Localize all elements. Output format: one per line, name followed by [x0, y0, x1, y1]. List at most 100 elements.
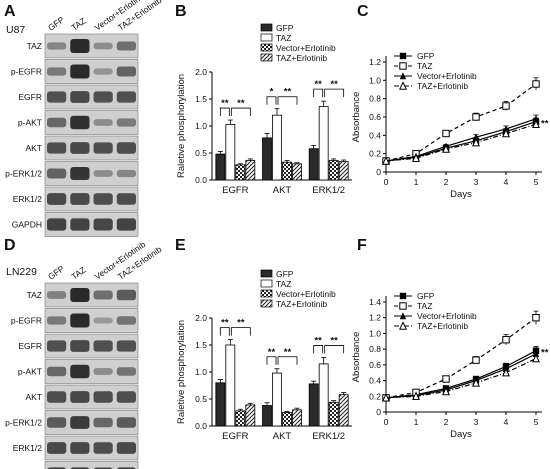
blot-band-erk1-2-gfp: [47, 442, 67, 454]
legend-label-vector-erlotinib: Vector+Erlotinib: [276, 289, 336, 299]
y-tick-label: 0.8: [369, 94, 381, 104]
significance-label: **: [541, 348, 549, 359]
x-tick-label: 4: [504, 417, 509, 427]
blot-band-egfr-gfp: [47, 340, 67, 352]
legend-label-taz-erlotinib: TAZ+Erlotinib: [276, 299, 327, 309]
legend-label-taz-erlotinib: TAZ+Erlotinib: [276, 53, 327, 63]
blot-band-taz-taz: [70, 288, 90, 302]
x-tick-label: 0: [384, 417, 389, 427]
blot-band-akt-vector-erlotinib: [93, 142, 113, 154]
significance-bracket: [324, 88, 345, 98]
y-tick-label: 0.8: [369, 344, 381, 354]
x-tick-label-erk1-2: ERK1/2: [312, 185, 345, 196]
legend-swatch-gfp: [260, 23, 273, 32]
bar-gfp-egfr: [215, 153, 226, 181]
row-label-egfr: EGFR: [18, 341, 42, 351]
bar-gfp-egfr: [215, 382, 226, 427]
x-tick-label: 5: [534, 177, 539, 187]
significance-bracket: [219, 327, 230, 336]
bar-taz-erk1-2: [318, 106, 329, 181]
y-tick-label: 1.5: [195, 94, 207, 104]
y-tick-label: 0.2: [369, 149, 381, 159]
western-blot-a: GFP TAZ Vector+ErlotinibTAZ+ErlotinibTAZp-…: [5, 0, 164, 237]
legend-label-gfp: GFP: [276, 269, 294, 279]
legend-marker-vector-erlotinib: [399, 72, 407, 80]
blot-band-taz-taz: [70, 39, 90, 53]
bar-gfp-erk1-2: [308, 383, 319, 427]
cell-line-label-u87: U87: [6, 24, 25, 36]
blot-band-taz-taz-erlotinib: [116, 41, 136, 51]
blot-band-erk1-2-taz-erlotinib: [116, 442, 136, 454]
x-tick-label-akt: AKT: [273, 185, 292, 196]
legend-label-taz: TAZ: [417, 61, 432, 71]
blot-band-p-erk1-2-gfp: [47, 168, 67, 179]
y-tick-label: 1.2: [369, 313, 381, 323]
data-point-vector-erlotinib: [532, 350, 540, 358]
bar-chart-e: 0.0 0.5 1.0 1.5 2.0 Raletive phosphorylation E…: [176, 269, 352, 442]
blot-band-egfr-gfp: [47, 91, 67, 103]
blot-band-p-egfr-taz-erlotinib: [116, 66, 136, 77]
y-tick-label: 1.0: [369, 75, 381, 85]
panel-letter-e: E: [175, 237, 186, 254]
blot-band-egfr-vector-erlotinib: [93, 91, 113, 103]
blot-band-taz-gfp: [47, 291, 67, 299]
blot-band-akt-taz: [70, 142, 90, 154]
bar-vector-erlotinib-egfr: [235, 410, 246, 427]
blot-band-egfr-taz: [70, 340, 90, 352]
blot-band-p-erk1-2-vector-erlotinib: [93, 417, 113, 428]
significance-label: **: [330, 335, 338, 346]
y-tick-label: 0.6: [369, 112, 381, 122]
blot-band-p-akt-vector-erlotinib: [93, 119, 113, 126]
y-tick-label: 0.0: [195, 175, 207, 185]
panel-letter-b: B: [175, 3, 187, 20]
series-line-gfp: [385, 350, 537, 399]
y-tick-label: 1.0: [195, 121, 207, 131]
lane-label-taz: TAZ: [69, 265, 87, 282]
data-point-taz-erlotinib: [442, 144, 450, 153]
data-point-taz: [532, 314, 540, 322]
row-label-egfr: EGFR: [18, 92, 42, 102]
data-point-taz: [442, 129, 450, 138]
significance-label: **: [330, 79, 338, 90]
significance-label: **: [237, 318, 245, 329]
series-line-taz: [385, 317, 537, 399]
significance-bracket: [219, 107, 230, 117]
y-tick-label: 0.0: [195, 421, 207, 431]
legend-marker-taz: [399, 62, 407, 70]
panel-letter-c: C: [357, 3, 369, 20]
lane-label-gfp: GFP: [46, 263, 66, 281]
bar-vector-erlotinib-egfr: [235, 164, 246, 181]
y-tick-label: 1.0: [369, 328, 381, 338]
bar-gfp-erk1-2: [308, 148, 319, 181]
bar-chart-b: 0.0 0.5 1.0 1.5 2.0 Raletive phosphorylation E…: [176, 23, 352, 196]
row-label-akt: AKT: [25, 392, 42, 402]
y-axis-label: Absorbance: [351, 332, 362, 383]
blot-band-akt-vector-erlotinib: [93, 391, 113, 403]
data-point-taz-erlotinib: [382, 392, 390, 402]
legend-swatch-taz-erlotinib: [260, 299, 273, 308]
x-tick-label-egfr: EGFR: [222, 431, 249, 442]
significance-label: **: [314, 335, 322, 346]
blot-band-p-egfr-taz: [70, 313, 90, 328]
significance-bracket: [266, 356, 277, 365]
blot-band-p-erk1-2-gfp: [47, 417, 67, 428]
data-point-taz: [472, 113, 480, 121]
x-tick-label-egfr: EGFR: [222, 185, 249, 196]
row-label-p-akt: p-AKT: [18, 118, 42, 128]
significance-label: **: [314, 79, 322, 90]
y-tick-label: 0: [376, 167, 381, 177]
bar-taz-erlotinib-akt: [292, 409, 302, 427]
legend-label-gfp: GFP: [417, 291, 435, 301]
series-line-vector-erlotinib: [385, 118, 537, 162]
significance-label: *: [270, 87, 274, 98]
blot-band-egfr-taz: [70, 91, 90, 103]
series-line-gfp: [385, 121, 537, 162]
data-point-taz-erlotinib: [472, 378, 480, 387]
row-label-p-erk1-2: p-ERK1/2: [5, 418, 42, 428]
data-point-taz: [502, 336, 510, 344]
blot-band-p-akt-taz-erlotinib: [116, 367, 136, 376]
bar-taz-erlotinib-egfr: [245, 404, 256, 427]
data-point-taz-erlotinib: [532, 119, 540, 129]
blot-band-egfr-taz-erlotinib: [116, 340, 136, 352]
significance-bracket: [277, 356, 298, 365]
